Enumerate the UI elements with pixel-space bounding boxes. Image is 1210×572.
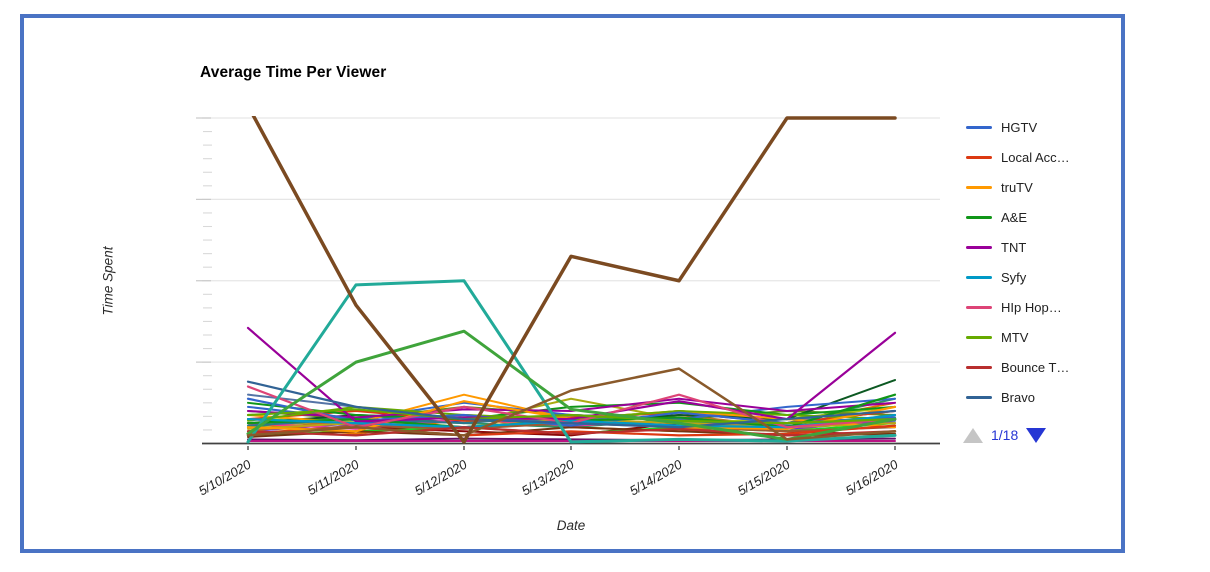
chart-title: Average Time Per Viewer [200,64,387,81]
legend-item: HGTV [966,112,1070,142]
legend-item: Bravo [966,382,1070,412]
legend-item-label: MTV [1001,329,1029,345]
legend-page-down-icon[interactable] [1026,427,1047,443]
legend-item: truTV [966,172,1070,202]
legend-item-label: Bounce T… [1001,359,1070,375]
legend-item: Local Acc… [966,142,1070,172]
legend-item-label: truTV [1001,179,1033,195]
legend-item: MTV [966,322,1070,352]
legend: HGTV Local Acc… truTV A&E TNT Syfy HIp Hop… MTV… [966,112,1070,412]
legend-item-label: Local Acc… [1001,149,1070,165]
legend-item: Syfy [966,262,1070,292]
legend-item-label: A&E [1001,209,1028,225]
legend-swatch [966,365,992,369]
legend-item: HIp Hop… [966,292,1070,322]
legend-swatch [966,125,992,129]
legend-item-label: HIp Hop… [1001,299,1062,315]
chart-container[interactable] [20,14,1125,553]
legend-page-up-icon[interactable] [963,427,983,443]
x-axis-title: Date [556,518,586,533]
legend-item-label: Syfy [1001,269,1027,285]
legend-swatch [966,215,992,219]
legend-swatch [966,245,992,249]
legend-swatch [966,395,992,399]
y-axis-title: Time Spent [100,246,116,316]
legend-item-label: Bravo [1001,389,1035,405]
legend-swatch [966,185,992,189]
legend-item: TNT [966,232,1070,262]
legend-item-label: HGTV [1001,119,1038,135]
legend-item: A&E [966,202,1070,232]
legend-swatch [966,305,992,309]
legend-pagination: 1/18 [963,427,1047,443]
legend-item: Bounce T… [966,352,1070,382]
legend-page-indicator: 1/18 [991,427,1019,443]
legend-swatch [966,275,992,279]
legend-item-label: TNT [1001,239,1027,255]
legend-swatch [966,335,992,339]
legend-swatch [966,155,992,159]
